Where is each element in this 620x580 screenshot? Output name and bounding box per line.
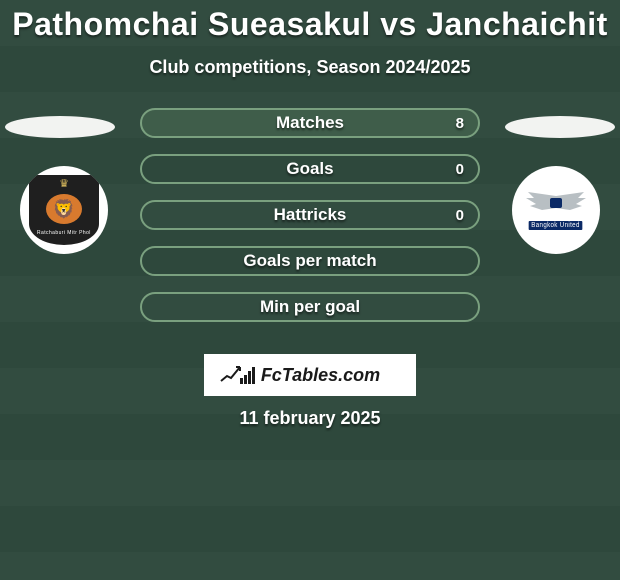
stat-row-hattricks: Hattricks 0	[140, 200, 480, 230]
stat-label: Min per goal	[260, 297, 360, 317]
wings-icon	[516, 190, 596, 218]
club-crest-right: Bangkok United	[516, 180, 596, 240]
date-text: 11 february 2025	[0, 408, 620, 429]
club-right-name: Bangkok United	[529, 221, 583, 230]
stat-label: Hattricks	[274, 205, 347, 225]
stat-row-matches: Matches 8	[140, 108, 480, 138]
stat-value: 0	[456, 207, 464, 224]
stat-label: Goals	[286, 159, 333, 179]
crown-icon: ♛	[59, 177, 69, 190]
stat-row-goals: Goals 0	[140, 154, 480, 184]
club-crest-left: ♛ 🦁 Ratchaburi Mitr Phol	[29, 175, 99, 245]
club-logo-right: Bangkok United	[512, 166, 600, 254]
brand-text: FcTables.com	[261, 365, 380, 386]
player-left-oval	[5, 116, 115, 138]
page-subtitle: Club competitions, Season 2024/2025	[0, 57, 620, 78]
stat-label: Goals per match	[243, 251, 376, 271]
player-right-oval	[505, 116, 615, 138]
club-left-name: Ratchaburi Mitr Phol	[37, 230, 91, 236]
stats-area: ♛ 🦁 Ratchaburi Mitr Phol Bangkok United …	[0, 116, 620, 346]
brand-box[interactable]: FcTables.com	[204, 354, 416, 396]
stat-row-goals-per-match: Goals per match	[140, 246, 480, 276]
club-logo-left: ♛ 🦁 Ratchaburi Mitr Phol	[20, 166, 108, 254]
stat-value: 8	[456, 115, 464, 132]
stat-row-min-per-goal: Min per goal	[140, 292, 480, 322]
stat-value: 0	[456, 161, 464, 178]
lion-icon: 🦁	[46, 194, 82, 224]
bar-chart-icon	[240, 367, 255, 384]
stat-rows: Matches 8 Goals 0 Hattricks 0 Goals per match M…	[140, 108, 480, 338]
stat-label: Matches	[276, 113, 344, 133]
page-title: Pathomchai Sueasakul vs Janchaichit	[0, 0, 620, 43]
